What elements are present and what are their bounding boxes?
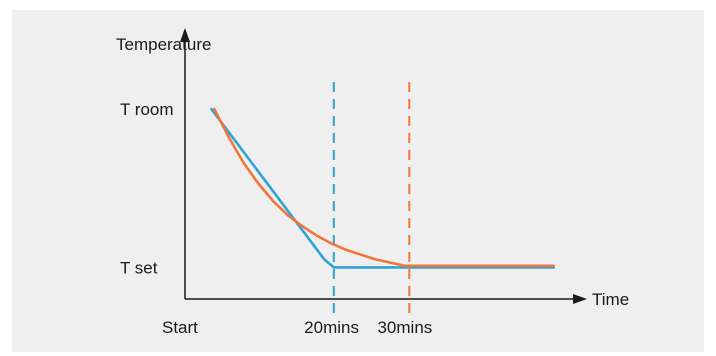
series-lines	[210, 107, 555, 269]
x-tick-label-2: 30mins	[377, 318, 432, 337]
y-axis-label: Temperature	[116, 35, 211, 54]
axes	[180, 28, 587, 304]
tick-labels: T room T set Start 20mins 30mins	[120, 100, 432, 337]
y-tick-label-0: T room	[120, 100, 174, 119]
x-tick-label-0: Start	[162, 318, 198, 337]
chart-background	[12, 10, 704, 352]
x-axis-label: Time	[592, 290, 629, 309]
y-axis-arrow	[180, 28, 190, 42]
x-axis-arrow	[573, 294, 587, 304]
series-line-0	[210, 107, 555, 269]
x-tick-label-1: 20mins	[304, 318, 359, 337]
y-tick-label-1: T set	[120, 258, 158, 277]
vertical-markers	[332, 82, 411, 316]
series-line-1	[213, 107, 555, 268]
